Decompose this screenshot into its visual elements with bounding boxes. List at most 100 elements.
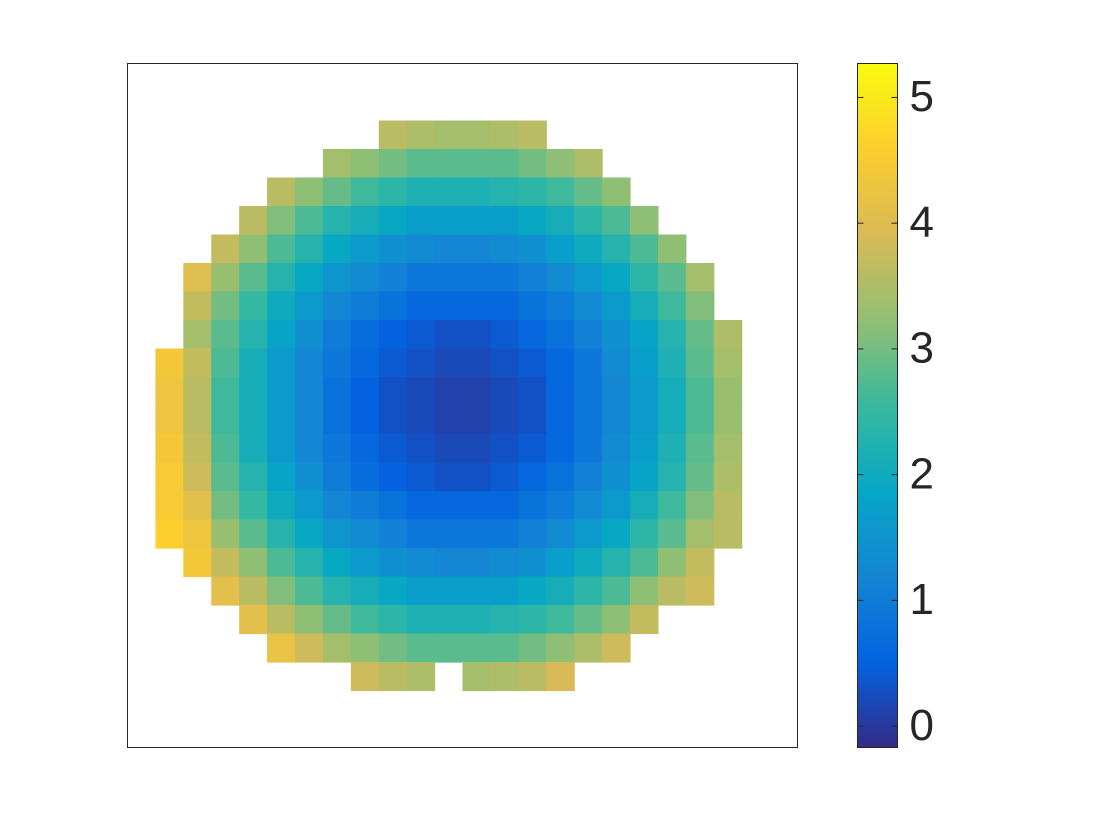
heatmap-cell bbox=[630, 291, 659, 321]
heatmap-cell bbox=[406, 548, 436, 578]
heatmap-cell bbox=[378, 206, 408, 236]
heatmap-cell bbox=[155, 462, 184, 492]
heatmap-cell bbox=[657, 291, 687, 321]
heatmap-cell bbox=[267, 462, 296, 492]
heatmap-cell bbox=[462, 291, 492, 321]
heatmap-cell bbox=[462, 576, 492, 606]
heatmap-cell bbox=[378, 291, 408, 321]
heatmap-cell bbox=[630, 206, 659, 236]
heatmap-cell bbox=[406, 633, 436, 663]
heatmap-cell bbox=[155, 491, 184, 521]
heatmap-cell bbox=[490, 177, 519, 207]
heatmap-cell bbox=[518, 206, 547, 236]
heatmap-cell bbox=[657, 548, 687, 578]
heatmap-cell bbox=[434, 206, 464, 236]
heatmap-cell bbox=[322, 434, 352, 464]
heatmap-cell bbox=[295, 206, 324, 236]
heatmap-cell bbox=[295, 519, 324, 549]
heatmap-cell bbox=[685, 263, 715, 293]
heatmap-cell bbox=[630, 576, 659, 606]
heatmap-cell bbox=[211, 434, 240, 464]
heatmap-cell bbox=[378, 633, 408, 663]
heatmap-cell bbox=[378, 149, 408, 179]
heatmap-cell bbox=[518, 120, 547, 150]
heatmap-cell bbox=[546, 149, 575, 179]
heatmap-cell bbox=[434, 462, 464, 492]
heatmap-cell bbox=[630, 605, 659, 635]
heatmap-cell bbox=[685, 405, 715, 435]
heatmap-cell bbox=[685, 377, 715, 407]
heatmap-cell bbox=[434, 234, 464, 264]
heatmap-cell bbox=[518, 320, 547, 350]
heatmap-cell bbox=[434, 605, 464, 635]
heatmap-cell bbox=[406, 291, 436, 321]
heatmap-cell bbox=[602, 234, 631, 264]
heatmap-cell bbox=[295, 462, 324, 492]
heatmap-cell bbox=[602, 548, 631, 578]
heatmap-cell bbox=[630, 491, 659, 521]
heatmap-cell bbox=[602, 519, 631, 549]
heatmap-cell bbox=[239, 434, 268, 464]
heatmap-cell bbox=[574, 576, 603, 606]
heatmap-cell bbox=[295, 377, 324, 407]
heatmap-cell bbox=[406, 149, 436, 179]
heatmap-cell bbox=[378, 434, 408, 464]
heatmap-cell bbox=[546, 434, 575, 464]
heatmap-cell bbox=[546, 576, 575, 606]
heatmap-cell bbox=[267, 206, 296, 236]
heatmap-cell bbox=[657, 405, 687, 435]
heatmap-cell bbox=[602, 206, 631, 236]
heatmap-cell bbox=[211, 405, 240, 435]
heatmap-cell bbox=[574, 633, 603, 663]
heatmap-cell bbox=[518, 263, 547, 293]
heatmap-cell bbox=[239, 320, 268, 350]
heatmap-cell bbox=[267, 234, 296, 264]
heatmap-cell bbox=[657, 462, 687, 492]
heatmap-cell bbox=[462, 206, 492, 236]
heatmap-cell bbox=[490, 462, 519, 492]
heatmap-cell bbox=[657, 263, 687, 293]
heatmap-cell bbox=[322, 177, 352, 207]
heatmap-cell bbox=[490, 348, 519, 378]
heatmap-cell bbox=[546, 377, 575, 407]
heatmap-cell bbox=[685, 519, 715, 549]
heatmap-cell bbox=[378, 120, 408, 150]
heatmap-cell bbox=[434, 377, 464, 407]
heatmap-cell bbox=[546, 605, 575, 635]
heatmap-cell bbox=[490, 206, 519, 236]
heatmap-cell bbox=[657, 348, 687, 378]
heatmap-cell bbox=[155, 348, 184, 378]
heatmap-cell bbox=[239, 519, 268, 549]
heatmap-cell bbox=[518, 434, 547, 464]
heatmap-cell bbox=[518, 377, 547, 407]
heatmap-cell bbox=[267, 576, 296, 606]
heatmap-cell bbox=[630, 434, 659, 464]
heatmap-cell bbox=[378, 548, 408, 578]
heatmap-cell bbox=[462, 605, 492, 635]
heatmap-cell bbox=[406, 576, 436, 606]
heatmap-cell bbox=[378, 605, 408, 635]
heatmap-cell bbox=[630, 348, 659, 378]
heatmap-cell bbox=[574, 348, 603, 378]
heatmap-cell bbox=[518, 177, 547, 207]
heatmap-cell bbox=[295, 605, 324, 635]
heatmap-cell bbox=[295, 348, 324, 378]
heatmap-cell bbox=[434, 120, 464, 150]
heatmap-cell bbox=[602, 405, 631, 435]
heatmap-cell bbox=[211, 576, 240, 606]
heatmap-cell bbox=[546, 177, 575, 207]
heatmap-cell bbox=[406, 320, 436, 350]
heatmap-cell bbox=[490, 263, 519, 293]
heatmap-cell bbox=[322, 320, 352, 350]
heatmap-cell bbox=[378, 263, 408, 293]
heatmap-cell bbox=[490, 491, 519, 521]
heatmap-cell bbox=[630, 320, 659, 350]
heatmap-cell bbox=[183, 548, 212, 578]
heatmap-cell bbox=[267, 434, 296, 464]
heatmap-cell bbox=[155, 434, 184, 464]
heatmap-cell bbox=[462, 405, 492, 435]
heatmap-cell bbox=[685, 291, 715, 321]
heatmap-cell bbox=[490, 320, 519, 350]
heatmap-cell bbox=[518, 548, 547, 578]
heatmap-cell bbox=[322, 576, 352, 606]
